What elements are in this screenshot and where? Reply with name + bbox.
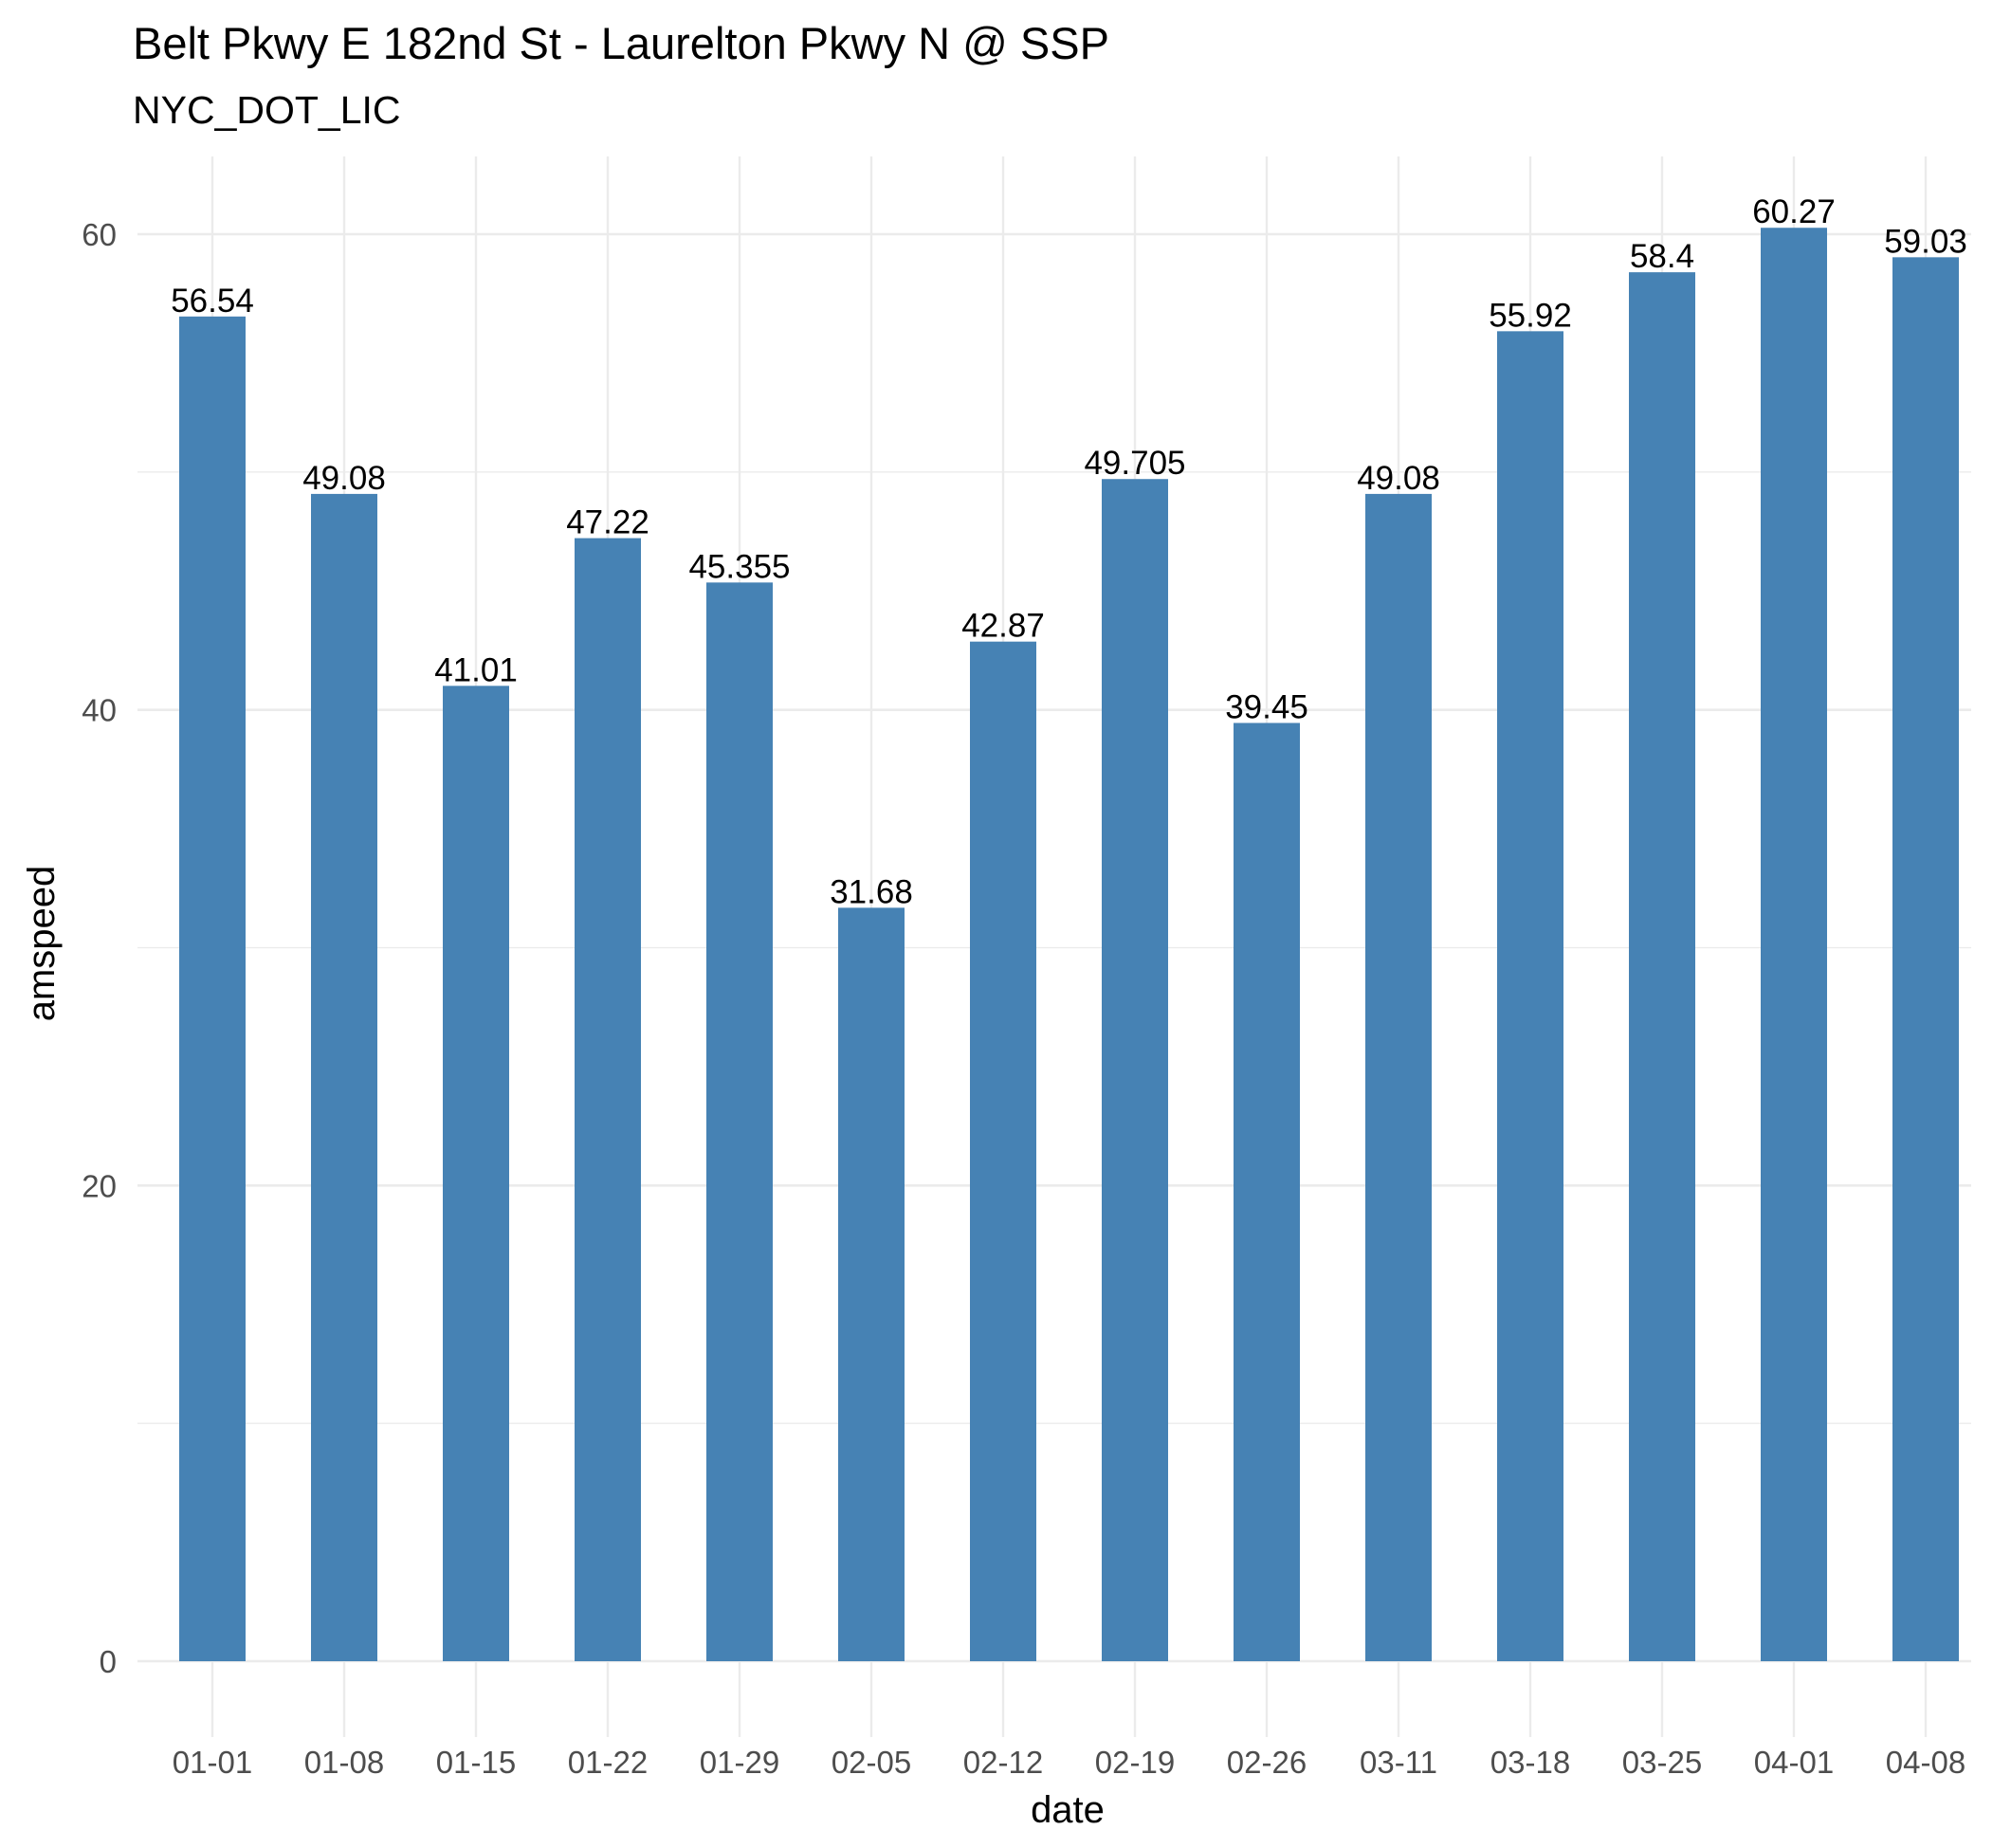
- x-tick-label: 01-15: [436, 1745, 516, 1780]
- bar-01-22: [575, 538, 641, 1662]
- bar-02-26: [1234, 723, 1300, 1661]
- data-label-02-05: 31.68: [830, 873, 913, 910]
- y-tick-label: 60: [82, 217, 117, 252]
- bar-04-01: [1761, 228, 1827, 1661]
- bar-03-11: [1365, 493, 1432, 1662]
- x-tick-label: 04-01: [1754, 1745, 1834, 1780]
- x-axis-ticks: 01-01 01-08 01-15 01-22 01-29 02-05 02-12 02-19…: [173, 1745, 1965, 1780]
- bar-02-19: [1102, 479, 1168, 1661]
- x-tick-label: 02-19: [1095, 1745, 1175, 1780]
- bar-01-08: [311, 493, 377, 1662]
- y-axis-ticks: 0 20 40 60: [82, 217, 117, 1679]
- x-tick-label: 03-25: [1622, 1745, 1702, 1780]
- bar-04-08: [1892, 257, 1959, 1662]
- data-label-04-01: 60.27: [1752, 193, 1836, 230]
- data-label-03-11: 49.08: [1357, 460, 1440, 497]
- x-tick-label: 04-08: [1886, 1745, 1965, 1780]
- data-label-01-22: 47.22: [566, 504, 649, 541]
- data-label-01-29: 45.355: [688, 548, 790, 585]
- data-label-02-26: 39.45: [1225, 688, 1308, 725]
- x-axis-title: date: [1031, 1789, 1105, 1831]
- data-label-03-25: 58.4: [1630, 238, 1694, 275]
- x-tick-label: 03-18: [1490, 1745, 1570, 1780]
- bar-02-12: [970, 641, 1036, 1661]
- bar-03-18: [1497, 331, 1563, 1662]
- y-tick-label: 20: [82, 1168, 117, 1203]
- bar-03-25: [1629, 272, 1695, 1662]
- data-label-01-01: 56.54: [171, 283, 254, 320]
- data-label-02-19: 49.705: [1084, 445, 1185, 482]
- bar-01-15: [443, 686, 509, 1661]
- x-tick-label: 02-12: [963, 1745, 1043, 1780]
- y-tick-label: 40: [82, 693, 117, 728]
- data-label-03-18: 55.92: [1489, 297, 1572, 334]
- x-tick-label: 02-26: [1227, 1745, 1307, 1780]
- data-labels: 56.54 49.08 41.01 47.22 45.355 31.68 42.87 49.7…: [171, 193, 1967, 910]
- data-label-01-08: 49.08: [302, 460, 386, 497]
- x-tick-label: 01-01: [173, 1745, 252, 1780]
- x-tick-label: 02-05: [832, 1745, 911, 1780]
- x-tick-label: 03-11: [1360, 1745, 1437, 1780]
- data-label-01-15: 41.01: [434, 651, 518, 688]
- grid-lines: [137, 156, 1971, 1737]
- bar-01-29: [706, 582, 773, 1661]
- bar-02-05: [838, 907, 905, 1661]
- data-label-02-12: 42.87: [961, 608, 1045, 645]
- bars: [179, 228, 1959, 1662]
- x-tick-label: 01-08: [304, 1745, 384, 1780]
- chart-title: Belt Pkwy E 182nd St - Laurelton Pkwy N …: [133, 18, 1109, 68]
- bar-01-01: [179, 316, 246, 1661]
- y-axis-title: amspeed: [21, 866, 63, 1022]
- x-tick-label: 01-22: [568, 1745, 648, 1780]
- chart-subtitle: NYC_DOT_LIC: [133, 88, 401, 132]
- y-tick-label: 0: [100, 1644, 117, 1679]
- data-label-04-08: 59.03: [1884, 223, 1967, 260]
- x-tick-label: 01-29: [700, 1745, 779, 1780]
